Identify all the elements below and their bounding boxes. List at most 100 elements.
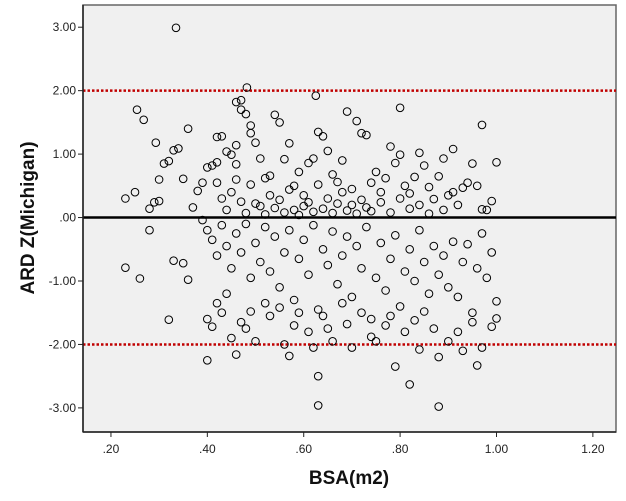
data-point xyxy=(275,303,284,312)
data-point xyxy=(313,401,323,410)
data-point xyxy=(444,191,453,200)
data-point xyxy=(178,258,188,268)
data-point xyxy=(207,161,217,170)
data-point xyxy=(236,248,246,257)
data-point xyxy=(342,107,352,116)
data-point xyxy=(246,273,255,283)
data-point xyxy=(405,245,415,254)
data-point xyxy=(169,146,178,155)
data-point xyxy=(203,356,212,365)
data-point xyxy=(468,308,477,318)
data-point xyxy=(333,279,342,289)
y-tick-label: 2.00 xyxy=(53,84,77,98)
data-point xyxy=(212,251,222,260)
data-point xyxy=(241,324,251,333)
data-point xyxy=(207,235,217,245)
data-point xyxy=(236,105,246,114)
y-tick-label: -2.00 xyxy=(49,337,77,351)
data-point xyxy=(366,178,376,187)
data-point xyxy=(323,260,333,270)
data-point xyxy=(381,286,390,295)
data-point xyxy=(434,402,444,411)
data-point xyxy=(338,187,347,197)
data-point xyxy=(419,307,429,316)
x-tick-label: 1.20 xyxy=(581,442,605,456)
data-point xyxy=(275,195,284,205)
data-point xyxy=(371,167,381,177)
data-point xyxy=(410,316,419,325)
data-point xyxy=(265,191,275,200)
data-point xyxy=(338,251,347,260)
data-point xyxy=(386,142,395,151)
data-point xyxy=(280,340,289,349)
data-point xyxy=(203,225,212,235)
data-point xyxy=(231,229,241,238)
data-point xyxy=(419,161,429,170)
data-point xyxy=(285,351,294,361)
data-point xyxy=(395,302,405,311)
y-tick-label: .00 xyxy=(59,211,76,225)
data-point xyxy=(169,256,178,266)
data-point xyxy=(333,177,342,187)
data-point xyxy=(362,130,371,140)
y-tick-label: -3.00 xyxy=(49,401,77,415)
data-point xyxy=(121,263,130,273)
data-point xyxy=(154,196,164,206)
data-point xyxy=(458,346,468,356)
data-point xyxy=(371,337,381,346)
data-point xyxy=(227,187,236,197)
data-point xyxy=(309,154,318,163)
data-point xyxy=(323,146,333,156)
data-point xyxy=(241,208,251,218)
data-point xyxy=(386,254,395,264)
data-point xyxy=(231,97,241,107)
data-point xyxy=(132,105,142,114)
data-point xyxy=(242,83,252,92)
data-point xyxy=(453,200,463,210)
data-point xyxy=(395,194,405,203)
data-point xyxy=(285,139,294,148)
data-point xyxy=(318,311,328,321)
data-point xyxy=(448,237,458,246)
data-point xyxy=(338,156,347,165)
data-point xyxy=(231,160,241,169)
data-point xyxy=(121,194,130,203)
data-point xyxy=(347,343,357,352)
data-point xyxy=(487,196,497,206)
data-point xyxy=(357,128,366,138)
y-tick-label: 1.00 xyxy=(53,147,77,161)
data-point xyxy=(429,194,439,204)
data-point xyxy=(463,239,472,249)
data-point xyxy=(270,110,280,120)
data-point xyxy=(415,148,424,158)
data-point xyxy=(198,215,207,225)
data-point xyxy=(130,187,140,197)
data-point xyxy=(309,343,318,352)
data-point xyxy=(311,91,321,100)
data-point xyxy=(246,307,255,316)
data-point xyxy=(217,308,227,318)
data-point xyxy=(236,317,246,327)
data-point xyxy=(280,248,289,257)
data-point xyxy=(376,238,386,248)
data-point xyxy=(391,231,400,240)
data-point xyxy=(342,319,352,329)
data-point xyxy=(338,298,347,308)
data-point xyxy=(265,171,275,180)
data-point xyxy=(477,120,487,130)
data-point xyxy=(313,371,323,381)
data-points xyxy=(121,23,501,411)
data-point xyxy=(434,172,444,181)
data-point xyxy=(347,184,357,194)
data-point xyxy=(482,273,492,283)
data-point xyxy=(400,267,410,276)
data-point xyxy=(193,186,202,196)
y-tick-label: -1.00 xyxy=(49,274,77,288)
data-point xyxy=(241,109,251,119)
data-point xyxy=(309,220,318,230)
data-point xyxy=(313,305,323,314)
data-point xyxy=(294,254,304,264)
data-point xyxy=(178,174,188,184)
data-point xyxy=(376,187,386,197)
data-point xyxy=(342,232,352,241)
